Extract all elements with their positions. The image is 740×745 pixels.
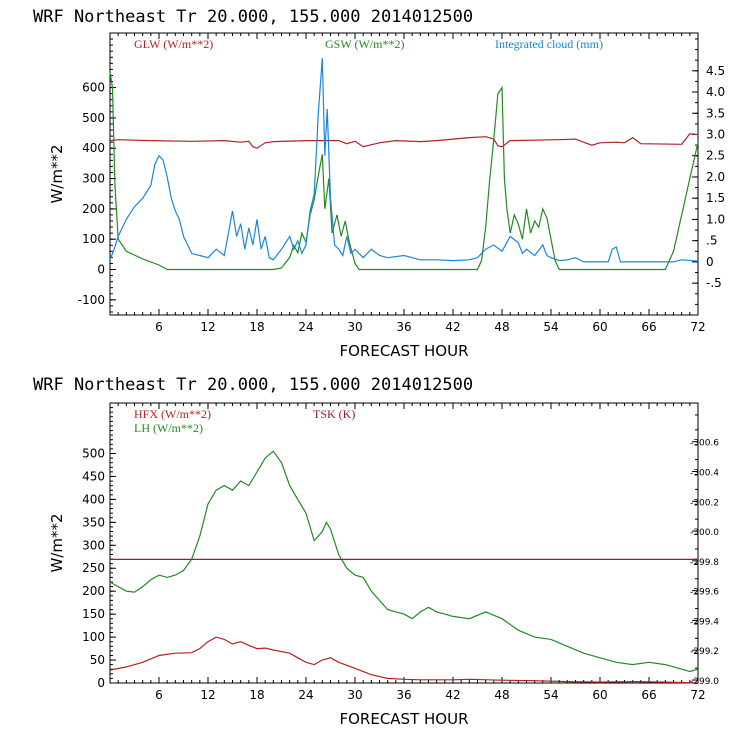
- x-tick-label: 18: [249, 320, 264, 334]
- y2-tick-label: 4.5: [706, 64, 725, 78]
- y-tick-label: 450: [82, 469, 105, 483]
- plot-frame: [109, 32, 699, 316]
- x-tick-label: 48: [494, 688, 509, 702]
- y-tick-label: 500: [82, 111, 105, 125]
- x-tick-label: 54: [543, 320, 558, 334]
- y-tick-label: 0: [97, 676, 105, 690]
- x-tick-label: 36: [396, 320, 411, 334]
- x-tick-label: 30: [347, 320, 362, 334]
- y-tick-label: 0: [97, 263, 105, 277]
- x-tick-label: 6: [155, 320, 163, 334]
- y2-tick-label: 1.0: [706, 212, 725, 226]
- y2-tick-label: 1.5: [706, 191, 725, 205]
- y2-tick-label: -300.6: [690, 439, 719, 449]
- x-tick-label: 12: [200, 320, 215, 334]
- y-tick-label: 100: [82, 630, 105, 644]
- y-tick-label: -100: [78, 293, 105, 307]
- legend-entry-2: TSK (K): [313, 407, 355, 421]
- y2-tick-label: -299.6: [690, 588, 719, 598]
- y-tick-label: 200: [82, 584, 105, 598]
- y2-tick-label: 3.5: [706, 106, 725, 120]
- y-axis-label: W/m**2: [48, 144, 66, 203]
- y2-tick-label: -300.2: [690, 498, 719, 508]
- y2-tick-label: -299.0: [690, 677, 719, 687]
- bottom-chart: WRF Northeast Tr 20.000, 155.000 2014012…: [33, 375, 719, 728]
- y2-tick-label: -299.2: [690, 647, 719, 657]
- y2-tick-label: 0: [706, 255, 714, 269]
- series-line-1: [109, 450, 699, 673]
- x-tick-label: 30: [347, 688, 362, 702]
- x-tick-label: 48: [494, 320, 509, 334]
- x-axis-label: FORECAST HOUR: [339, 710, 468, 728]
- x-tick-label: 24: [298, 320, 313, 334]
- x-axis-label: FORECAST HOUR: [339, 342, 468, 360]
- chart-title: WRF Northeast Tr 20.000, 155.000 2014012…: [33, 7, 473, 27]
- y-tick-label: 500: [82, 446, 105, 460]
- series-line-0: [109, 636, 699, 684]
- x-tick-label: 36: [396, 688, 411, 702]
- legend-entry-2: Integrated cloud (mm): [495, 37, 603, 51]
- chart-title: WRF Northeast Tr 20.000, 155.000 2014012…: [33, 375, 473, 395]
- legend-entry-0: HFX (W/m**2): [134, 407, 211, 421]
- y-axis-label: W/m**2: [48, 513, 66, 572]
- x-tick-label: 72: [690, 688, 705, 702]
- y-tick-label: 350: [82, 515, 105, 529]
- y-tick-label: 300: [82, 172, 105, 186]
- y-tick-label: 600: [82, 81, 105, 95]
- y2-tick-label: -299.8: [690, 558, 719, 568]
- x-tick-label: 12: [200, 688, 215, 702]
- y-tick-label: 400: [82, 141, 105, 155]
- x-tick-label: 18: [249, 688, 264, 702]
- legend-entry-1: GSW (W/m**2): [325, 37, 404, 51]
- y-tick-label: 200: [82, 202, 105, 216]
- y2-tick-label: -.5: [706, 276, 722, 290]
- y2-tick-label: -299.4: [690, 617, 719, 627]
- x-tick-label: 72: [690, 320, 705, 334]
- y2-tick-label: 4.0: [706, 85, 725, 99]
- y-tick-label: 250: [82, 561, 105, 575]
- x-tick-label: 66: [641, 320, 656, 334]
- series-line-2: [109, 58, 699, 263]
- x-tick-label: 42: [445, 320, 460, 334]
- y2-tick-label: .5: [706, 234, 717, 248]
- y-tick-label: 100: [82, 232, 105, 246]
- top-chart: WRF Northeast Tr 20.000, 155.000 2014012…: [33, 7, 725, 360]
- y2-tick-label: 3.0: [706, 128, 725, 142]
- y2-tick-label: 2.0: [706, 170, 725, 184]
- series-line-1: [109, 72, 699, 271]
- y2-tick-label: -300.4: [690, 469, 719, 479]
- y-tick-label: 50: [90, 653, 105, 667]
- x-tick-label: 60: [592, 320, 607, 334]
- legend-entry-0: GLW (W/m**2): [134, 37, 213, 51]
- x-tick-label: 60: [592, 688, 607, 702]
- y2-tick-label: -300.0: [690, 528, 719, 538]
- legend-entry-1: LH (W/m**2): [134, 421, 203, 435]
- y-tick-label: 300: [82, 538, 105, 552]
- x-tick-label: 54: [543, 688, 558, 702]
- x-tick-label: 24: [298, 688, 313, 702]
- x-tick-label: 66: [641, 688, 656, 702]
- series-line-0: [109, 133, 699, 149]
- y2-tick-label: 2.5: [706, 149, 725, 163]
- x-tick-label: 6: [155, 688, 163, 702]
- y-tick-label: 400: [82, 492, 105, 506]
- plot-frame: [109, 402, 699, 684]
- x-tick-label: 42: [445, 688, 460, 702]
- y-tick-label: 150: [82, 607, 105, 621]
